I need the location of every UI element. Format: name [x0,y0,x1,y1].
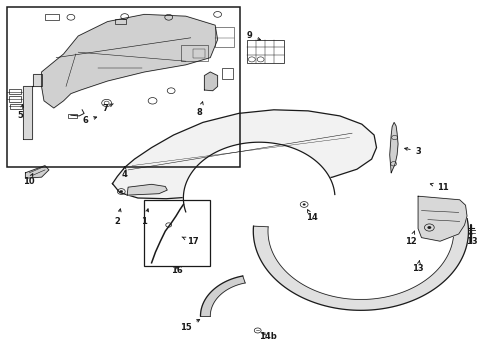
Bar [9,96,20,102]
Bar [115,19,125,24]
Text: 14: 14 [305,210,317,222]
Text: 5: 5 [18,104,23,120]
Bar [181,45,207,61]
Text: 14b: 14b [259,332,276,341]
Text: 10: 10 [22,174,34,186]
Polygon shape [25,166,49,178]
Text: 7: 7 [102,104,113,112]
Polygon shape [183,142,334,212]
Text: 13: 13 [465,231,477,246]
Polygon shape [23,74,41,139]
Circle shape [302,203,305,206]
Bar [222,68,233,79]
Text: 4: 4 [122,167,127,179]
Polygon shape [417,196,466,241]
Polygon shape [127,184,167,195]
Bar [193,49,205,58]
Polygon shape [389,122,397,173]
Polygon shape [253,219,468,310]
Text: 15: 15 [180,319,199,332]
Bar [215,27,233,47]
Text: 13: 13 [411,261,423,273]
Polygon shape [41,14,217,108]
Text: 8: 8 [196,102,203,117]
Text: 17: 17 [182,237,199,246]
Text: 12: 12 [404,231,416,246]
Polygon shape [112,110,376,199]
Bar [246,40,283,63]
Bar [45,14,59,20]
Polygon shape [204,72,217,91]
Text: 1: 1 [141,209,148,226]
Text: 16: 16 [171,266,183,275]
Circle shape [427,226,430,229]
Text: 6: 6 [82,116,97,125]
Polygon shape [200,276,244,316]
Circle shape [120,190,122,193]
Bar [7,7,239,167]
Bar [68,114,77,118]
Bar [10,104,22,109]
Bar [144,200,210,266]
Text: 3: 3 [404,147,421,156]
Text: 11: 11 [429,183,447,192]
Text: 9: 9 [246,31,260,40]
Bar [9,89,20,94]
Text: 2: 2 [114,209,121,226]
